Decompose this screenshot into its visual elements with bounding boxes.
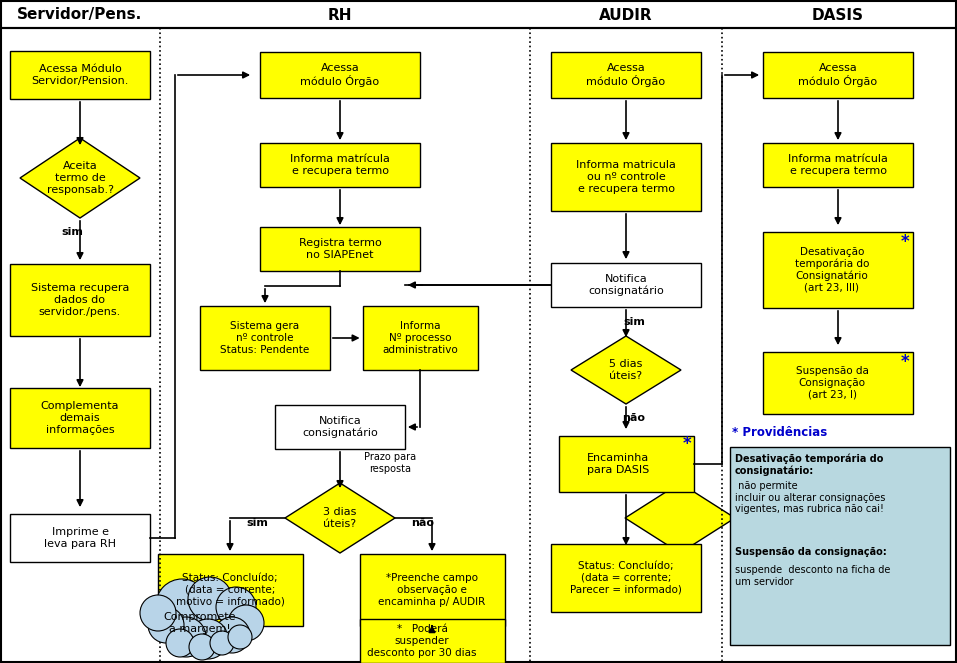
Polygon shape	[571, 336, 681, 404]
Polygon shape	[285, 483, 395, 553]
Text: suspende  desconto na ficha de
um servidor: suspende desconto na ficha de um servido…	[735, 565, 890, 587]
FancyBboxPatch shape	[360, 554, 504, 626]
Text: Imprime e
leva para RH: Imprime e leva para RH	[44, 527, 116, 549]
FancyBboxPatch shape	[763, 232, 913, 308]
FancyBboxPatch shape	[200, 306, 330, 370]
Text: *Preenche campo
observação e
encaminha p/ AUDIR: *Preenche campo observação e encaminha p…	[378, 573, 485, 607]
Text: sim: sim	[61, 227, 83, 237]
Text: AUDIR: AUDIR	[599, 7, 653, 23]
Text: Desativação
temporária do
Consignatário
(art 23, III): Desativação temporária do Consignatário …	[795, 247, 869, 293]
Text: Encaminha
para DASIS: Encaminha para DASIS	[587, 453, 649, 475]
Text: *: *	[901, 353, 909, 371]
Text: não permite
incluir ou alterar consignações
vigentes, mas rubrica não cai!: não permite incluir ou alterar consignaç…	[735, 481, 885, 514]
Circle shape	[188, 619, 228, 659]
Text: Suspensão da consignação:: Suspensão da consignação:	[735, 547, 887, 557]
FancyBboxPatch shape	[763, 52, 913, 98]
Circle shape	[156, 579, 208, 631]
FancyBboxPatch shape	[260, 52, 420, 98]
Text: não: não	[622, 413, 646, 423]
FancyBboxPatch shape	[763, 143, 913, 187]
Circle shape	[228, 625, 252, 649]
FancyBboxPatch shape	[730, 447, 950, 645]
Text: *: *	[683, 435, 692, 453]
Circle shape	[216, 587, 256, 627]
FancyBboxPatch shape	[10, 388, 150, 448]
FancyBboxPatch shape	[551, 263, 701, 307]
FancyBboxPatch shape	[260, 227, 420, 271]
Text: Prazo para
resposta: Prazo para resposta	[364, 452, 416, 474]
Text: Suspensão da
Consignação
(art 23, I): Suspensão da Consignação (art 23, I)	[795, 367, 868, 400]
FancyBboxPatch shape	[763, 352, 913, 414]
Text: Status: Concluído;
(data = corrente;
motivo = informado): Status: Concluído; (data = corrente; mot…	[175, 573, 284, 607]
FancyBboxPatch shape	[360, 619, 504, 663]
FancyBboxPatch shape	[275, 405, 405, 449]
Text: Compromete
a margem!: Compromete a margem!	[164, 612, 236, 634]
FancyBboxPatch shape	[551, 143, 701, 211]
Text: 3 dias
úteis?: 3 dias úteis?	[323, 507, 357, 529]
Text: *   Poderá
suspender
desconto por 30 dias: * Poderá suspender desconto por 30 dias	[367, 625, 477, 658]
FancyBboxPatch shape	[363, 306, 478, 370]
Text: Registra termo
no SIAPEnet: Registra termo no SIAPEnet	[299, 238, 382, 260]
FancyBboxPatch shape	[10, 514, 150, 562]
Text: Informa matrícula
e recupera termo: Informa matrícula e recupera termo	[788, 154, 888, 176]
Circle shape	[210, 631, 234, 655]
FancyBboxPatch shape	[551, 544, 701, 612]
Circle shape	[166, 617, 206, 657]
Text: não: não	[412, 518, 434, 528]
Text: Acessa Módulo
Servidor/Pension.: Acessa Módulo Servidor/Pension.	[32, 64, 128, 86]
Polygon shape	[20, 138, 140, 218]
Text: 5 dias
úteis?: 5 dias úteis?	[610, 359, 643, 381]
Polygon shape	[625, 483, 735, 553]
Text: DASIS: DASIS	[812, 7, 864, 23]
Text: sim: sim	[623, 317, 645, 327]
Circle shape	[140, 595, 176, 631]
FancyBboxPatch shape	[158, 554, 302, 626]
Circle shape	[166, 629, 194, 657]
Text: Informa matrícula
e recupera termo: Informa matrícula e recupera termo	[290, 154, 389, 176]
Text: Aceita
termo de
responsab.?: Aceita termo de responsab.?	[47, 161, 114, 195]
Text: Acessa
módulo Órgão: Acessa módulo Órgão	[587, 63, 665, 87]
Text: Informa
Nº processo
administrativo: Informa Nº processo administrativo	[382, 322, 457, 355]
Text: Sistema recupera
dados do
servidor./pens.: Sistema recupera dados do servidor./pens…	[31, 283, 129, 317]
Circle shape	[148, 607, 184, 643]
Circle shape	[189, 634, 215, 660]
Text: Servidor/Pens.: Servidor/Pens.	[17, 7, 143, 23]
Text: *: *	[901, 233, 909, 251]
FancyBboxPatch shape	[260, 143, 420, 187]
FancyBboxPatch shape	[1, 1, 956, 28]
Text: Informa matricula
ou nº controle
e recupera termo: Informa matricula ou nº controle e recup…	[576, 160, 676, 194]
Circle shape	[188, 577, 232, 621]
Text: Acessa
módulo Órgão: Acessa módulo Órgão	[300, 63, 380, 87]
Text: Complementa
demais
informações: Complementa demais informações	[41, 401, 120, 435]
Text: sim: sim	[246, 518, 268, 528]
Text: Acessa
módulo Órgão: Acessa módulo Órgão	[798, 63, 878, 87]
Text: Sistema gera
nº controle
Status: Pendente: Sistema gera nº controle Status: Pendent…	[220, 322, 310, 355]
Text: Status: Concluído;
(data = corrente;
Parecer = informado): Status: Concluído; (data = corrente; Par…	[570, 562, 682, 595]
Text: Notifica
consignatário: Notifica consignatário	[589, 274, 664, 296]
FancyBboxPatch shape	[551, 52, 701, 98]
Circle shape	[228, 605, 264, 641]
FancyBboxPatch shape	[10, 264, 150, 336]
Text: Notifica
consignatário: Notifica consignatário	[302, 416, 378, 438]
Circle shape	[214, 617, 250, 653]
FancyBboxPatch shape	[559, 436, 694, 492]
Text: Desativação temporária do
consignatário:: Desativação temporária do consignatário:	[735, 453, 883, 475]
Text: * Providências: * Providências	[732, 426, 827, 438]
Text: RH: RH	[327, 7, 352, 23]
FancyBboxPatch shape	[10, 51, 150, 99]
